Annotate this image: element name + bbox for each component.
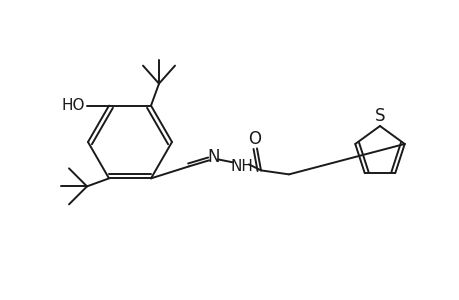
Text: S: S — [374, 107, 385, 125]
Text: NH: NH — [230, 159, 253, 174]
Text: HO: HO — [61, 98, 84, 113]
Text: N: N — [207, 148, 220, 166]
Text: O: O — [248, 130, 261, 148]
